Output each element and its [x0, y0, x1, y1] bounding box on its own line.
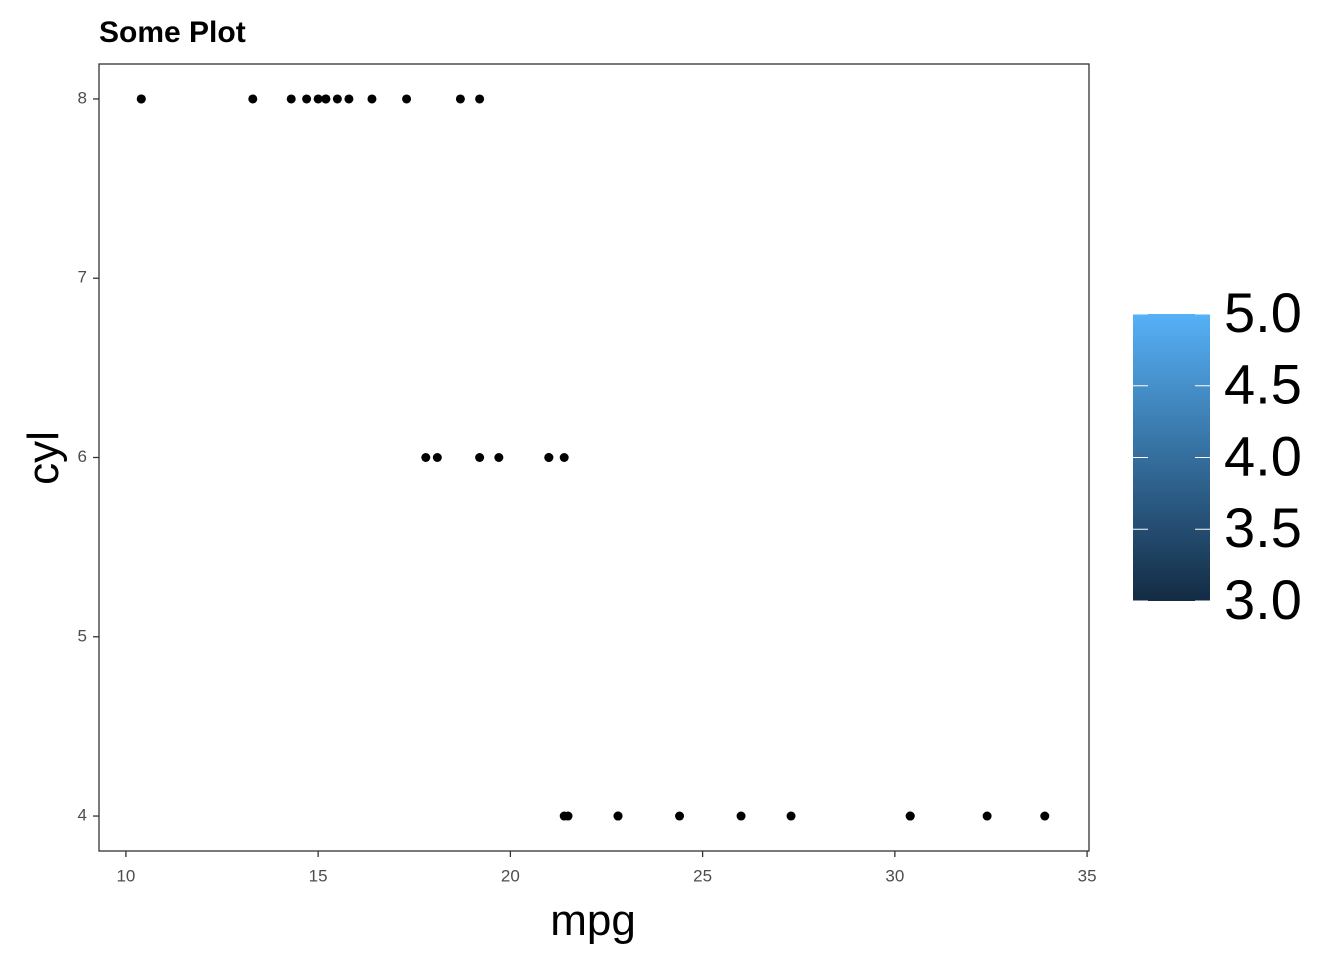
- y-tick-label: 4: [78, 806, 87, 825]
- x-axis-title: mpg: [550, 896, 636, 945]
- point: [344, 94, 354, 104]
- x-tick-label: 10: [116, 866, 135, 885]
- point: [736, 811, 746, 821]
- point: [786, 811, 796, 821]
- point: [475, 94, 485, 104]
- colorbar-label: 3.5: [1224, 496, 1302, 559]
- x-tick-label: 30: [885, 866, 904, 885]
- colorbar-label: 4.5: [1224, 353, 1302, 416]
- point: [248, 94, 258, 104]
- point: [494, 453, 504, 462]
- y-tick-label: 5: [78, 626, 87, 645]
- point: [302, 94, 312, 104]
- chart-title: Some Plot: [99, 16, 246, 49]
- point: [367, 94, 377, 104]
- colorbar-label: 4.0: [1224, 424, 1302, 487]
- point: [1040, 811, 1050, 821]
- point: [332, 94, 342, 104]
- point: [475, 453, 485, 462]
- x-tick-label: 25: [693, 866, 712, 885]
- x-tick-label: 15: [309, 866, 328, 885]
- point: [313, 94, 323, 104]
- y-tick-label: 7: [78, 268, 87, 287]
- point: [286, 94, 296, 104]
- point: [455, 94, 465, 104]
- y-tick-label: 6: [78, 447, 87, 466]
- point: [559, 453, 569, 462]
- x-tick-label: 35: [1078, 866, 1097, 885]
- point: [402, 94, 412, 104]
- y-axis-title: cyl: [19, 431, 68, 485]
- colorbar-label: 3.0: [1224, 568, 1302, 631]
- point: [982, 811, 992, 821]
- point: [136, 94, 146, 104]
- colorbar-label: 5.0: [1224, 281, 1302, 344]
- point: [559, 811, 569, 821]
- panel-border: [98, 63, 1090, 852]
- y-tick-label: 8: [78, 88, 87, 107]
- point: [544, 453, 554, 462]
- point: [613, 811, 623, 821]
- point: [432, 453, 442, 462]
- x-tick-label: 20: [501, 866, 520, 885]
- point: [675, 811, 685, 821]
- point: [905, 811, 915, 821]
- point: [321, 94, 331, 104]
- point: [421, 453, 431, 462]
